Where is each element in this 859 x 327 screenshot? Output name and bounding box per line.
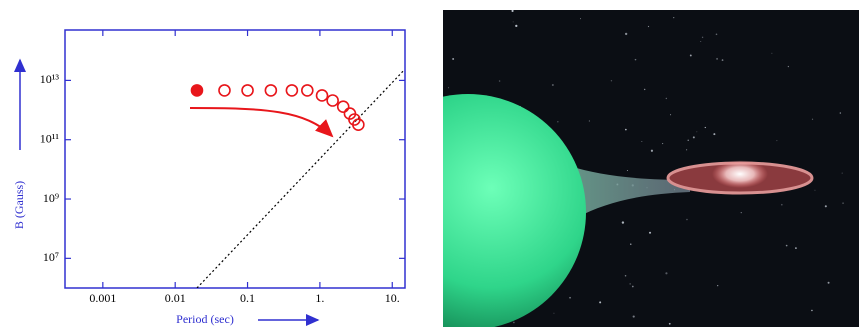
star — [648, 26, 649, 27]
plot-frame — [65, 30, 405, 288]
star — [511, 10, 513, 12]
star — [716, 58, 718, 60]
star — [722, 59, 724, 61]
star — [842, 173, 843, 174]
y-axis-label: B (Gauss) — [12, 181, 26, 229]
star — [686, 149, 687, 150]
star — [688, 140, 689, 141]
star — [633, 315, 635, 317]
star — [814, 190, 815, 191]
star — [580, 18, 581, 19]
x-tick-label: 1. — [315, 291, 324, 305]
star — [630, 244, 631, 245]
illustration — [350, 10, 859, 327]
star — [452, 58, 454, 60]
star — [589, 121, 590, 122]
x-axis-label: Period (sec) — [176, 312, 234, 326]
star — [828, 282, 830, 284]
star — [771, 53, 772, 54]
x-tick-label: 0.001 — [89, 291, 116, 305]
data-point — [338, 101, 349, 112]
data-point — [265, 85, 276, 96]
star — [696, 131, 697, 132]
star — [649, 232, 651, 234]
star — [670, 114, 671, 115]
star — [690, 55, 692, 57]
star — [795, 247, 797, 249]
data-point — [219, 85, 230, 96]
x-tick-label: 0.1 — [240, 291, 255, 305]
star — [666, 98, 667, 99]
data-point — [327, 95, 338, 106]
star — [716, 33, 718, 35]
star — [705, 127, 706, 128]
reference-line — [197, 70, 404, 288]
evolution-arrow — [190, 108, 332, 136]
star — [700, 41, 701, 42]
chart: B (Gauss) Period (sec) 0.001 0.01 0.1 1. 10.… — [12, 30, 405, 326]
star — [499, 80, 501, 82]
star — [622, 221, 624, 223]
star — [786, 245, 788, 247]
star — [776, 140, 777, 141]
star — [644, 89, 645, 90]
x-tick-label: 10. — [385, 291, 400, 305]
data-point — [286, 85, 297, 96]
star — [557, 121, 558, 122]
y-tick-label: 10¹³ — [40, 72, 60, 86]
neutron-star — [712, 160, 768, 188]
star — [513, 21, 514, 22]
star — [552, 84, 554, 86]
star — [686, 219, 688, 221]
star — [651, 150, 653, 152]
star — [448, 87, 449, 88]
star — [632, 286, 634, 288]
star — [627, 170, 628, 171]
star — [842, 202, 843, 203]
star — [702, 37, 703, 38]
star — [788, 66, 789, 67]
star — [781, 204, 783, 206]
star — [554, 313, 555, 314]
figure: B (Gauss) Period (sec) 0.001 0.01 0.1 1. 10.… — [0, 0, 859, 327]
star — [515, 25, 517, 27]
data-point — [242, 85, 253, 96]
star — [669, 323, 671, 325]
star — [513, 322, 515, 324]
star — [629, 283, 631, 285]
star — [811, 310, 812, 311]
y-tick-label: 10⁷ — [43, 250, 59, 264]
data-point — [317, 90, 328, 101]
star — [641, 141, 642, 142]
star — [635, 59, 637, 61]
data-point — [302, 85, 313, 96]
star — [569, 297, 571, 299]
star — [717, 285, 718, 286]
reference-group — [197, 70, 404, 288]
star — [713, 133, 715, 135]
y-tick-label: 10¹¹ — [40, 131, 60, 145]
star — [599, 301, 601, 303]
star — [693, 136, 695, 138]
data-point — [191, 85, 202, 96]
star — [840, 112, 842, 114]
star — [741, 212, 742, 213]
star — [812, 119, 813, 120]
star — [625, 129, 627, 131]
star — [662, 143, 663, 144]
star — [673, 17, 674, 18]
star — [625, 275, 627, 277]
x-tick-label: 0.01 — [165, 291, 186, 305]
star — [665, 272, 667, 274]
star — [611, 80, 612, 81]
y-tick-label: 10⁹ — [43, 191, 59, 205]
star — [625, 33, 627, 35]
star — [825, 205, 827, 207]
